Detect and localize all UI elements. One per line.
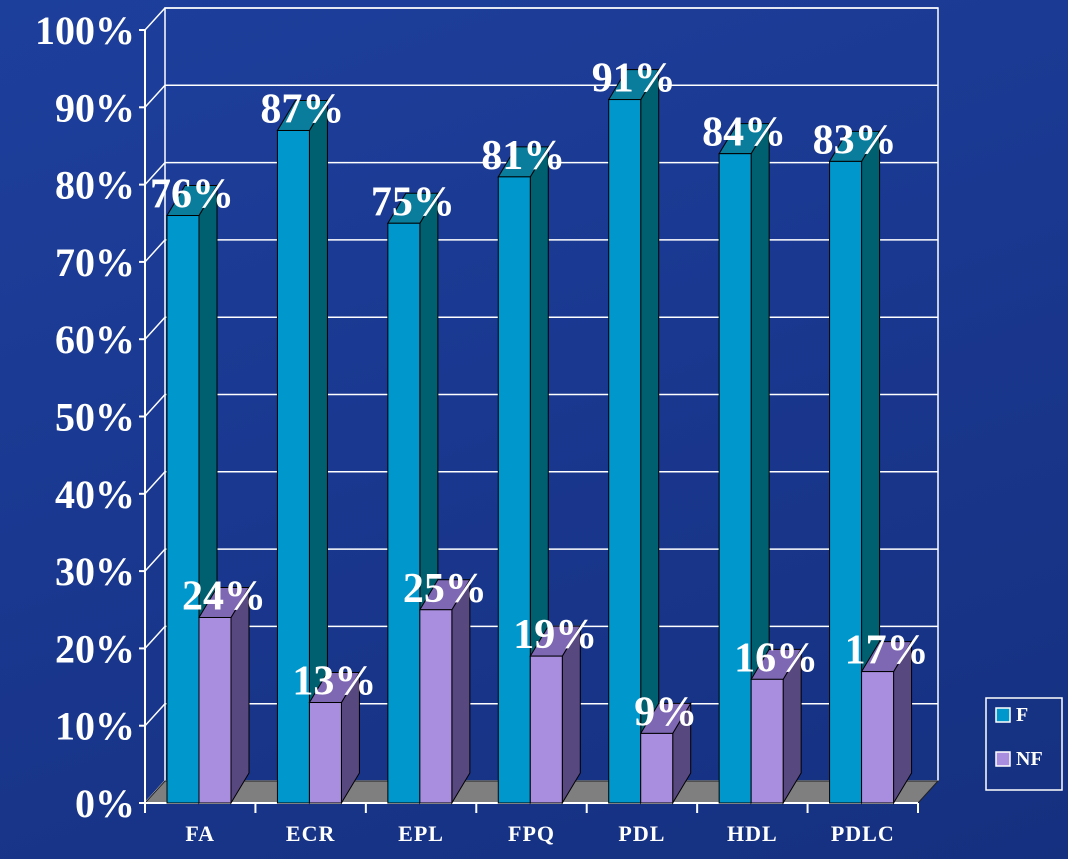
bar-NF-FPQ	[529, 655, 563, 804]
y-tick-label: 70%	[55, 240, 135, 285]
y-tick-label: 50%	[55, 395, 135, 440]
gridline	[144, 84, 938, 108]
bar-NF-FA	[198, 616, 232, 804]
y-tick-label: 100%	[35, 8, 135, 53]
bar-F-PDL	[608, 99, 642, 804]
x-category-label: HDL	[727, 821, 778, 846]
data-label-NF-ECR: 13%	[292, 659, 376, 705]
y-tick-label: 0%	[75, 781, 135, 826]
data-label-NF-EPL: 25%	[403, 566, 487, 612]
x-axis-category-labels: FA ECR EPL FPQ PDL HDL PDLC	[185, 821, 895, 846]
x-category-label: FPQ	[508, 821, 555, 846]
gridline	[144, 548, 938, 572]
legend-box	[985, 697, 1063, 791]
x-category-label: PDL	[618, 821, 665, 846]
bar-NF-PDL	[640, 732, 674, 804]
gridline	[144, 7, 938, 31]
gridline	[144, 625, 938, 649]
bar-F-FA	[166, 215, 200, 804]
x-category-label: EPL	[398, 821, 444, 846]
data-label-NF-PDLC: 17%	[845, 628, 929, 674]
data-label-F-PDL: 91%	[592, 56, 676, 102]
data-label-NF-FA: 24%	[182, 573, 266, 619]
bar-F-ECR	[276, 129, 310, 804]
y-tick-label: 90%	[55, 85, 135, 130]
data-label-F-EPL: 75%	[371, 179, 455, 225]
bar-side-NF-EPL	[451, 577, 471, 805]
bar-F-EPL	[387, 222, 421, 804]
data-label-F-FA: 76%	[150, 172, 234, 218]
legend-label-F: F	[1016, 704, 1028, 726]
y-tick-label: 10%	[55, 704, 135, 749]
x-category-label: ECR	[286, 821, 336, 846]
bar-NF-HDL	[750, 678, 784, 804]
y-tick-label: 20%	[55, 626, 135, 671]
bar-F-HDL	[718, 153, 752, 804]
y-tick-label: 60%	[55, 317, 135, 362]
y-tick-label: 40%	[55, 472, 135, 517]
bar-NF-ECR	[308, 702, 342, 804]
bar-side-NF-FA	[230, 585, 250, 805]
gridline	[144, 393, 938, 418]
data-label-F-HDL: 84%	[702, 110, 786, 156]
legend-label-NF: NF	[1016, 748, 1043, 770]
bar-F-FPQ	[497, 176, 531, 804]
x-category-label: FA	[185, 821, 215, 846]
bar-F-PDLC	[829, 160, 863, 804]
gridline	[144, 316, 938, 340]
legend: F NF	[985, 697, 1063, 791]
data-labels: 76% 87% 75% 81% 91% 84% 83% 24% 13% 25% 19% 9% 16% 17…	[150, 56, 929, 736]
data-label-F-ECR: 87%	[260, 86, 344, 132]
data-label-NF-FPQ: 19%	[513, 612, 597, 658]
gridline	[144, 161, 938, 186]
legend-swatch-NF	[995, 751, 1011, 767]
data-label-F-FPQ: 81%	[481, 133, 565, 179]
bar-NF-EPL	[419, 609, 453, 804]
y-axis-tick-labels: 0% 10% 20% 30% 40% 50% 60% 70% 80% 90% 100%	[35, 8, 135, 826]
y-tick-label: 80%	[55, 163, 135, 208]
data-label-F-PDLC: 83%	[813, 117, 897, 163]
gridline	[144, 239, 938, 263]
x-category-label: PDLC	[831, 821, 895, 846]
data-label-NF-PDL: 9%	[634, 689, 697, 735]
bar-NF-PDLC	[861, 671, 895, 804]
data-label-NF-HDL: 16%	[734, 635, 818, 681]
gridline	[144, 471, 938, 495]
bars	[166, 67, 913, 805]
legend-swatch-F	[995, 707, 1011, 723]
y-tick-label: 30%	[55, 549, 135, 594]
